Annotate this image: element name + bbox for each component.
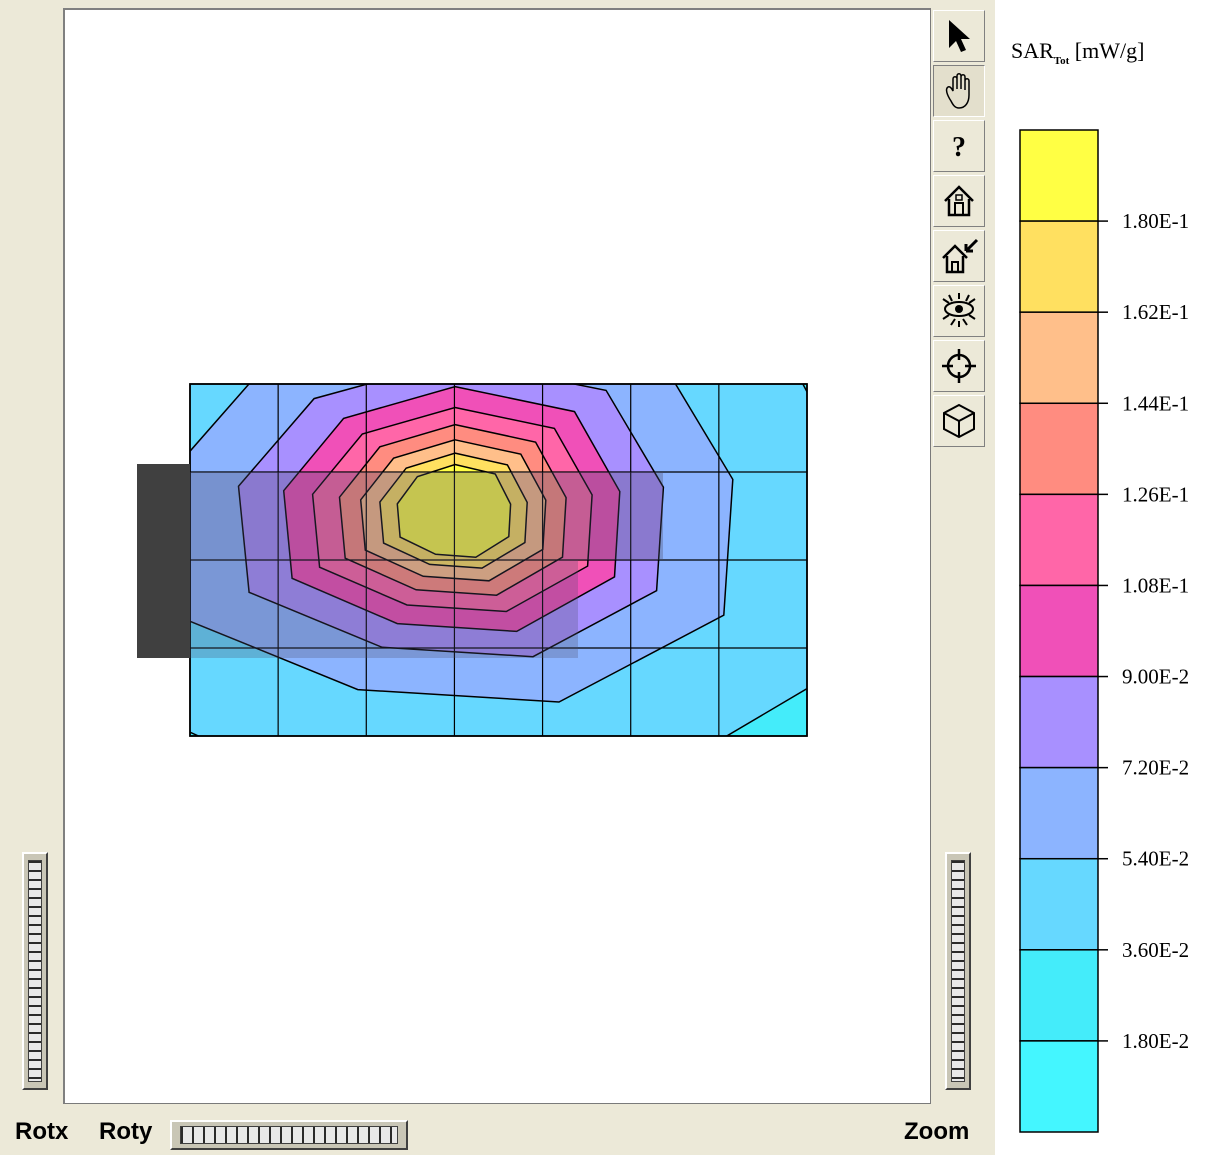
legend-level-label: 1.44E-1 (1122, 391, 1189, 415)
view-eye-tool-button[interactable] (933, 285, 985, 337)
legend-level-label: 7.20E-2 (1122, 756, 1189, 780)
house-icon (944, 185, 974, 217)
select-tool-button[interactable] (933, 10, 985, 62)
phone-device-overlay (137, 464, 663, 658)
legend-level-label: 1.08E-1 (1122, 573, 1189, 597)
arrow-pointer-icon (949, 20, 970, 52)
rotx-label: Rotx (15, 1118, 69, 1145)
house-arrow-icon (942, 238, 979, 274)
legend-swatch (1019, 220, 1099, 313)
legend-title: SARTot [mW/g] (1011, 38, 1145, 67)
cube-icon (943, 403, 975, 439)
zoom-label: Zoom (904, 1118, 970, 1145)
legend-swatch (1019, 311, 1099, 405)
legend-level-label: 1.26E-1 (1122, 482, 1189, 506)
question-mark-icon: ? (952, 132, 966, 163)
color-legend: SARTot [mW/g] 1.80E-1 1.62E-1 1.44E-1 1.26E… (995, 0, 1207, 1155)
legend-swatch (1019, 857, 1099, 951)
help-tool-button[interactable]: ? (933, 120, 985, 172)
legend-level-label: 9.00E-2 (1122, 665, 1189, 689)
zoom-wheel[interactable] (945, 852, 971, 1090)
legend-swatch (1019, 949, 1099, 1042)
legend-level-label: 1.80E-2 (1122, 1029, 1189, 1053)
roty-wheel[interactable] (170, 1120, 408, 1150)
pan-tool-button[interactable] (933, 65, 985, 117)
legend-swatch (1019, 675, 1099, 769)
legend-swatch (1019, 584, 1099, 678)
legend-level-label: 5.40E-2 (1122, 847, 1189, 871)
cube-tool-button[interactable] (933, 395, 985, 447)
eye-icon (942, 293, 976, 327)
legend-swatch (1019, 402, 1099, 496)
crosshair-icon (942, 349, 976, 383)
legend-swatch (1019, 129, 1099, 222)
center-tool-button[interactable] (933, 340, 985, 392)
legend-swatch (1019, 493, 1099, 587)
roty-label: Roty (99, 1118, 153, 1145)
svg-text:?: ? (952, 132, 966, 163)
legend-colorbar: 1.80E-1 1.62E-1 1.44E-1 1.26E-1 1.08E-1 9.00E… (1019, 129, 1189, 1133)
hand-icon (945, 73, 970, 109)
rotx-wheel[interactable] (22, 852, 48, 1090)
legend-swatch (1019, 766, 1099, 860)
home-tool-button[interactable] (933, 175, 985, 227)
legend-level-label: 1.62E-1 (1122, 300, 1189, 324)
sar-contour-plot (137, 383, 808, 737)
legend-swatch (1019, 1040, 1099, 1133)
home-set-tool-button[interactable] (933, 230, 985, 282)
legend-level-label: 1.80E-1 (1122, 209, 1189, 233)
legend-level-label: 3.60E-2 (1122, 938, 1189, 962)
3d-viewport[interactable] (63, 8, 931, 1104)
